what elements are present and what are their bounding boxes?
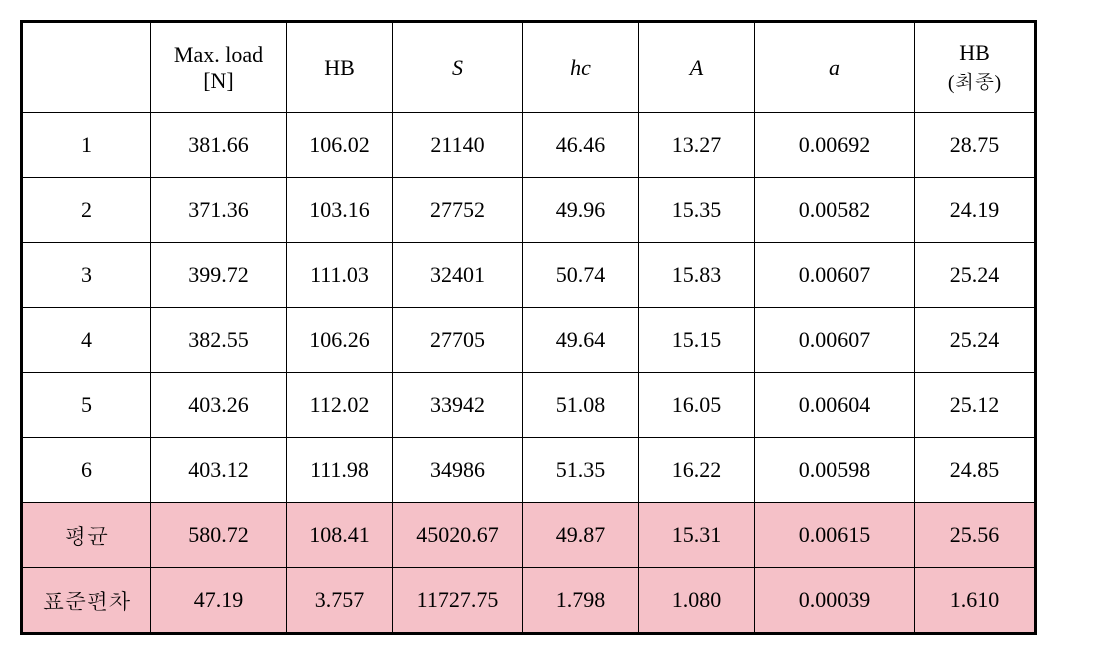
data-cell: 0.00039 (755, 568, 915, 633)
data-cell: 25.12 (915, 373, 1035, 438)
data-cell: 11727.75 (393, 568, 523, 633)
data-cell: 49.64 (523, 308, 639, 373)
data-cell: 106.26 (287, 308, 393, 373)
header-cell-hc: hc (523, 23, 639, 113)
data-cell: 0.00607 (755, 308, 915, 373)
header-hbfinal-line2: (최종) (948, 72, 1001, 94)
data-cell: 24.19 (915, 178, 1035, 243)
header-maxload-line1: Max. load (174, 42, 263, 67)
data-cell: 112.02 (287, 373, 393, 438)
row-label-cell: 5 (23, 373, 151, 438)
row-label-cell: 평균 (23, 503, 151, 568)
row-label-cell: 2 (23, 178, 151, 243)
table-row: 2371.36103.162775249.9615.350.0058224.19 (23, 178, 1035, 243)
data-cell: 46.46 (523, 113, 639, 178)
data-cell: 0.00615 (755, 503, 915, 568)
data-cell: 50.74 (523, 243, 639, 308)
data-cell: 16.22 (639, 438, 755, 503)
data-cell: 33942 (393, 373, 523, 438)
header-cell-hb: HB (287, 23, 393, 113)
data-cell: 111.03 (287, 243, 393, 308)
table-row: 평균580.72108.4145020.6749.8715.310.006152… (23, 503, 1035, 568)
data-cell: 103.16 (287, 178, 393, 243)
table-header-row: Max. load [N] HB S hc A a HB (최종) (23, 23, 1035, 113)
data-cell: 24.85 (915, 438, 1035, 503)
data-cell: 51.08 (523, 373, 639, 438)
table-row: 6403.12111.983498651.3516.220.0059824.85 (23, 438, 1035, 503)
data-table-container: Max. load [N] HB S hc A a HB (최종) 1381.6… (20, 20, 1037, 635)
data-cell: 580.72 (151, 503, 287, 568)
header-maxload-line2: [N] (203, 68, 234, 93)
table-row: 1381.66106.022114046.4613.270.0069228.75 (23, 113, 1035, 178)
data-cell: 381.66 (151, 113, 287, 178)
data-cell: 0.00598 (755, 438, 915, 503)
data-cell: 371.36 (151, 178, 287, 243)
data-cell: 1.798 (523, 568, 639, 633)
data-cell: 0.00604 (755, 373, 915, 438)
header-cell-hb-final: HB (최종) (915, 23, 1035, 113)
data-cell: 0.00607 (755, 243, 915, 308)
data-cell: 28.75 (915, 113, 1035, 178)
header-cell-maxload: Max. load [N] (151, 23, 287, 113)
data-cell: 399.72 (151, 243, 287, 308)
data-cell: 47.19 (151, 568, 287, 633)
table-row: 표준편차47.193.75711727.751.7981.0800.000391… (23, 568, 1035, 633)
row-label-cell: 표준편차 (23, 568, 151, 633)
data-cell: 49.96 (523, 178, 639, 243)
data-cell: 15.15 (639, 308, 755, 373)
data-cell: 111.98 (287, 438, 393, 503)
row-label-cell: 4 (23, 308, 151, 373)
data-cell: 403.26 (151, 373, 287, 438)
data-cell: 34986 (393, 438, 523, 503)
data-cell: 27705 (393, 308, 523, 373)
data-cell: 403.12 (151, 438, 287, 503)
data-cell: 27752 (393, 178, 523, 243)
data-cell: 45020.67 (393, 503, 523, 568)
header-cell-a: a (755, 23, 915, 113)
header-cell-index (23, 23, 151, 113)
row-label-cell: 1 (23, 113, 151, 178)
data-cell: 15.31 (639, 503, 755, 568)
data-cell: 108.41 (287, 503, 393, 568)
data-cell: 51.35 (523, 438, 639, 503)
header-cell-a-cap: A (639, 23, 755, 113)
table-row: 3399.72111.033240150.7415.830.0060725.24 (23, 243, 1035, 308)
data-cell: 25.24 (915, 308, 1035, 373)
data-cell: 16.05 (639, 373, 755, 438)
data-cell: 49.87 (523, 503, 639, 568)
data-cell: 21140 (393, 113, 523, 178)
data-cell: 25.24 (915, 243, 1035, 308)
data-cell: 1.610 (915, 568, 1035, 633)
data-cell: 382.55 (151, 308, 287, 373)
data-cell: 106.02 (287, 113, 393, 178)
data-cell: 15.83 (639, 243, 755, 308)
data-cell: 0.00692 (755, 113, 915, 178)
row-label-cell: 6 (23, 438, 151, 503)
table-row: 4382.55106.262770549.6415.150.0060725.24 (23, 308, 1035, 373)
data-cell: 0.00582 (755, 178, 915, 243)
header-cell-s: S (393, 23, 523, 113)
data-table: Max. load [N] HB S hc A a HB (최종) 1381.6… (22, 22, 1035, 633)
data-cell: 32401 (393, 243, 523, 308)
data-cell: 25.56 (915, 503, 1035, 568)
header-hbfinal-line1: HB (959, 40, 990, 65)
data-cell: 13.27 (639, 113, 755, 178)
data-cell: 3.757 (287, 568, 393, 633)
table-row: 5403.26112.023394251.0816.050.0060425.12 (23, 373, 1035, 438)
row-label-cell: 3 (23, 243, 151, 308)
data-cell: 1.080 (639, 568, 755, 633)
data-cell: 15.35 (639, 178, 755, 243)
